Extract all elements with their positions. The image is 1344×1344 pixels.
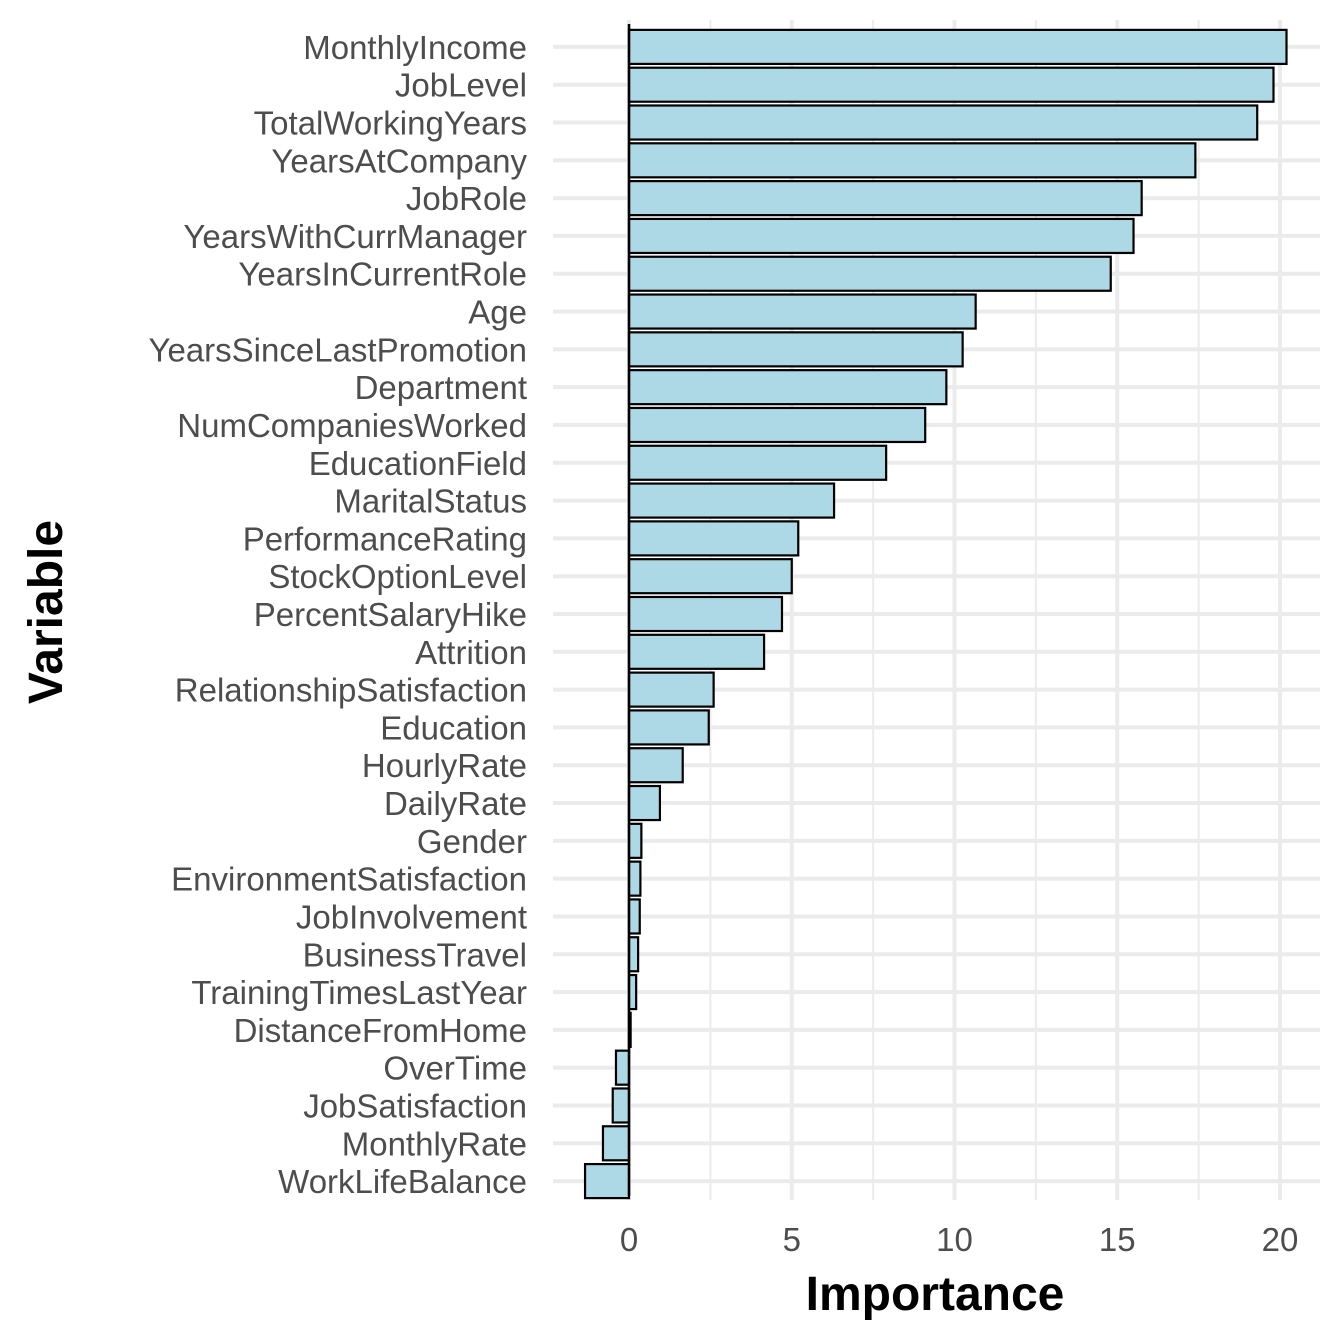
bar-Attrition xyxy=(627,633,766,670)
bar-JobRole xyxy=(627,180,1143,217)
bar-TotalWorkingYears xyxy=(627,104,1259,141)
x-tick-label: 10 xyxy=(936,1221,973,1258)
y-tick-label: BusinessTravel xyxy=(303,936,527,973)
bar-JobSatisfaction xyxy=(611,1087,631,1124)
bar-OverTime xyxy=(614,1049,631,1086)
x-axis-title: Importance xyxy=(806,1268,1065,1321)
y-tick-label: Gender xyxy=(417,823,527,860)
y-tick-label: TotalWorkingYears xyxy=(254,105,527,142)
bar-YearsWithCurrManager xyxy=(627,217,1135,255)
y-tick-label: Department xyxy=(355,369,527,406)
bar-BusinessTravel xyxy=(627,936,640,973)
x-tick-label: 0 xyxy=(620,1221,638,1258)
y-axis-title: Variable xyxy=(20,520,73,704)
y-tick-label: YearsWithCurrManager xyxy=(183,218,527,255)
y-tick-label: DailyRate xyxy=(384,785,527,822)
y-tick-label: EducationField xyxy=(309,445,527,482)
y-tick-label: WorkLifeBalance xyxy=(278,1163,527,1200)
bar-MonthlyRate xyxy=(601,1125,631,1162)
bar-NumCompaniesWorked xyxy=(627,406,927,444)
bar-Gender xyxy=(627,822,643,859)
bar-MonthlyIncome xyxy=(627,28,1288,66)
bar-WorkLifeBalance xyxy=(583,1162,631,1200)
bar-DailyRate xyxy=(627,784,662,822)
y-tick-label: RelationshipSatisfaction xyxy=(175,672,527,709)
y-tick-label: MonthlyIncome xyxy=(303,29,527,66)
x-tick-label: 5 xyxy=(783,1221,801,1258)
bar-YearsAtCompany xyxy=(627,142,1197,179)
bar-RelationshipSatisfaction xyxy=(627,671,715,708)
y-tick-label: DistanceFromHome xyxy=(234,1012,527,1049)
y-tick-label: YearsAtCompany xyxy=(271,142,527,179)
x-tick-label: 20 xyxy=(1262,1221,1299,1258)
y-tick-label: TrainingTimesLastYear xyxy=(191,974,527,1011)
y-tick-label: PercentSalaryHike xyxy=(254,596,527,633)
bar-Education xyxy=(627,709,710,746)
y-tick-label: JobInvolvement xyxy=(296,898,527,935)
x-tick-labels: 0 5 10 15 20 xyxy=(620,1221,1299,1258)
bar-JobLevel xyxy=(627,66,1275,103)
bar-Department xyxy=(627,369,948,406)
bar-EnvironmentSatisfaction xyxy=(627,860,642,897)
y-tick-label: Attrition xyxy=(415,634,527,671)
y-tick-label: HourlyRate xyxy=(362,747,527,784)
y-tick-label: JobSatisfaction xyxy=(303,1087,527,1124)
y-tick-label: Education xyxy=(380,709,527,746)
y-tick-label: YearsSinceLastPromotion xyxy=(148,331,527,368)
bar-EducationField xyxy=(627,444,888,481)
y-tick-label: NumCompaniesWorked xyxy=(177,407,527,444)
bar-HourlyRate xyxy=(627,747,684,784)
bar-PerformanceRating xyxy=(627,520,800,557)
bar-YearsInCurrentRole xyxy=(627,255,1112,292)
y-tick-label: JobRole xyxy=(406,180,527,217)
y-tick-label: JobLevel xyxy=(395,67,527,104)
y-tick-labels: MonthlyIncomeJobLevelTotalWorkingYearsYe… xyxy=(148,29,527,1200)
bar-YearsSinceLastPromotion xyxy=(627,331,964,368)
y-tick-label: OverTime xyxy=(383,1050,527,1087)
y-tick-label: Age xyxy=(468,294,527,331)
y-tick-label: PerformanceRating xyxy=(243,520,527,557)
y-tick-label: MaritalStatus xyxy=(334,483,527,520)
bar-Age xyxy=(627,293,977,330)
bar-MaritalStatus xyxy=(627,482,836,519)
y-tick-label: StockOptionLevel xyxy=(268,558,527,595)
y-tick-label: EnvironmentSatisfaction xyxy=(171,861,527,898)
bar-PercentSalaryHike xyxy=(627,595,784,633)
bar-StockOptionLevel xyxy=(627,558,793,595)
x-tick-label: 15 xyxy=(1099,1221,1136,1258)
bar-JobInvolvement xyxy=(627,898,641,935)
y-tick-label: MonthlyRate xyxy=(342,1125,527,1162)
y-tick-label: YearsInCurrentRole xyxy=(238,256,527,293)
